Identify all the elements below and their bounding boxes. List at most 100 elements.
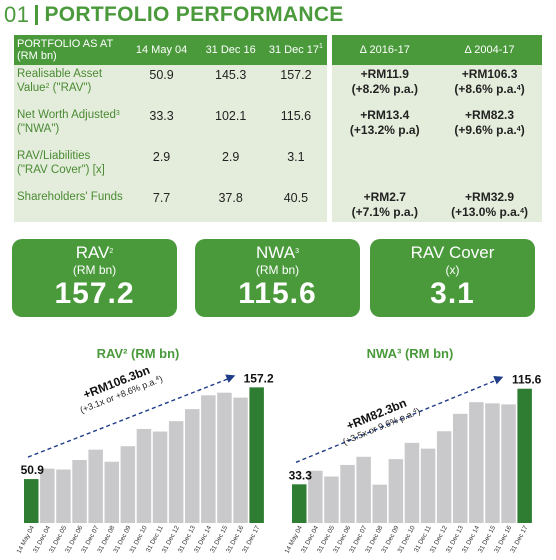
bar xyxy=(453,413,468,523)
row-value: 3.1 xyxy=(265,147,327,188)
row-change-chg1: +RM11.9 (+8.2% p.a.) xyxy=(332,65,438,106)
bar xyxy=(308,470,323,523)
col-header-2017: 31 Dec 171 xyxy=(265,35,327,65)
nwa-chart-title: NWA³ (RM bn) xyxy=(366,346,454,361)
bar xyxy=(136,428,152,523)
column-gap xyxy=(326,35,333,65)
col-header-change-2016-17: Δ 2016-17 xyxy=(332,35,438,65)
bar xyxy=(233,397,248,523)
bar xyxy=(420,448,436,523)
table-header-row: PORTFOLIO AS AT (RM bn) 14 May 04 31 Dec… xyxy=(14,35,542,65)
bar xyxy=(72,460,87,523)
row-value: 157.2 xyxy=(265,65,327,106)
bar xyxy=(168,421,184,523)
column-gap xyxy=(326,65,333,106)
portfolio-table: PORTFOLIO AS AT (RM bn) 14 May 04 31 Dec… xyxy=(14,35,542,222)
table-row: Shareholders' Funds 7.7 37.8 40.5 +RM2.7 (+7.… xyxy=(14,188,542,222)
bar xyxy=(469,402,484,523)
rav-cover-tile: RAV Cover (x) 3.1 xyxy=(370,239,535,317)
nwa-tile: NWA3 (RM bn) 115.6 xyxy=(195,239,360,317)
bar xyxy=(292,484,307,523)
bar xyxy=(404,442,420,523)
row-change-chg2: +RM82.3 (+9.6% p.a.4) xyxy=(437,106,542,147)
section-title: PORTFOLIO PERFORMANCE xyxy=(44,3,344,26)
title-divider xyxy=(35,5,39,25)
bar xyxy=(340,464,355,523)
bar xyxy=(24,479,39,523)
column-gap xyxy=(326,188,333,222)
bar xyxy=(324,476,339,523)
row-change-chg1 xyxy=(332,147,438,188)
row-change-chg1: +RM13.4 (+13.2% p.a) xyxy=(332,106,438,147)
bar xyxy=(201,395,216,523)
bar xyxy=(388,459,404,523)
last-value-label: 157.2 xyxy=(244,371,274,385)
section-header: 01 PORTFOLIO PERFORMANCE xyxy=(4,2,344,28)
bar xyxy=(185,409,200,523)
bar xyxy=(88,449,103,523)
trend-arrow-head xyxy=(225,374,236,383)
row-label: Shareholders' Funds xyxy=(14,188,128,222)
row-change-chg2: +RM32.9 (+13.0% p.a.4) xyxy=(437,188,542,222)
row-change-chg2 xyxy=(437,147,542,188)
table-row: RAV/Liabilities ("RAV Cover") [x] 2.9 2.9 3… xyxy=(14,147,542,188)
nwa-tile-value: 115.6 xyxy=(238,277,317,310)
bar xyxy=(56,469,71,523)
col-header-2017-text: 31 Dec 17 xyxy=(268,44,320,56)
bar xyxy=(356,456,371,523)
first-value-label: 33.3 xyxy=(289,468,313,482)
rav-cover-tile-title: RAV Cover xyxy=(410,243,495,262)
rav-tile-unit: (RM bn) xyxy=(72,263,117,277)
rav-tile: RAV2 (RM bn) 157.2 xyxy=(12,239,177,317)
column-gap xyxy=(326,147,333,188)
growth-annotation: +RM106.3bn(+3.1x or +8.6% p.a.4) xyxy=(79,363,164,415)
row-value: 2.9 xyxy=(127,147,197,188)
bar xyxy=(249,387,264,523)
col-header-portfolio: PORTFOLIO AS AT (RM bn) xyxy=(14,35,128,65)
row-value: 40.5 xyxy=(265,188,327,222)
row-value: 50.9 xyxy=(127,65,197,106)
trend-arrow-line xyxy=(27,377,230,458)
row-value: 145.3 xyxy=(196,65,266,106)
row-change-chg2: +RM106.3 (+8.6% p.a.4) xyxy=(437,65,542,106)
trend-arrow-head xyxy=(493,376,504,385)
row-value: 7.7 xyxy=(127,188,197,222)
row-value: 2.9 xyxy=(196,147,266,188)
table-row: Net Worth Adjusted3 ("NWA") 33.3 102.1 115.… xyxy=(14,106,542,147)
trend-arrow-line xyxy=(295,379,498,463)
row-value: 37.8 xyxy=(196,188,266,222)
bar xyxy=(104,461,119,523)
rav-cover-tile-value: 3.1 xyxy=(430,277,475,310)
row-value: 33.3 xyxy=(127,106,197,147)
col-header-change-2004-17: Δ 2004-17 xyxy=(437,35,542,65)
row-value: 115.6 xyxy=(265,106,327,147)
bar xyxy=(436,431,452,523)
row-value: 102.1 xyxy=(196,106,266,147)
bar xyxy=(217,392,232,523)
bar xyxy=(40,468,55,523)
bar xyxy=(372,484,387,523)
row-label: RAV/Liabilities ("RAV Cover") [x] xyxy=(14,147,128,188)
row-label: Net Worth Adjusted3 ("NWA") xyxy=(14,106,128,147)
bar xyxy=(485,403,500,523)
section-number: 01 xyxy=(4,2,30,27)
col-header-2004: 14 May 04 xyxy=(127,35,197,65)
row-label: Realisable Asset Value2 ("RAV") xyxy=(14,65,128,106)
column-gap xyxy=(326,106,333,147)
nwa-tile-unit: (RM bn) xyxy=(255,263,300,277)
bar xyxy=(501,404,516,523)
row-change-chg1: +RM2.7 (+7.1% p.a.) xyxy=(332,188,438,222)
rav-cover-tile-unit: (x) xyxy=(445,263,460,277)
growth-annotation: +RM82.3bn(+3.5x or 9.6% p.a.4) xyxy=(341,396,421,447)
nwa-tile-title: NWA3 xyxy=(256,243,299,262)
rav-chart-title: RAV² (RM bn) xyxy=(96,346,180,361)
bar xyxy=(152,431,168,523)
first-value-label: 50.9 xyxy=(21,463,45,477)
rav-tile-value: 157.2 xyxy=(54,277,135,310)
table-row: Realisable Asset Value2 ("RAV") 50.9 145.3… xyxy=(14,65,542,106)
bar xyxy=(517,388,532,523)
rav-tile-title: RAV2 xyxy=(75,243,114,262)
col-header-2016: 31 Dec 16 xyxy=(196,35,266,65)
